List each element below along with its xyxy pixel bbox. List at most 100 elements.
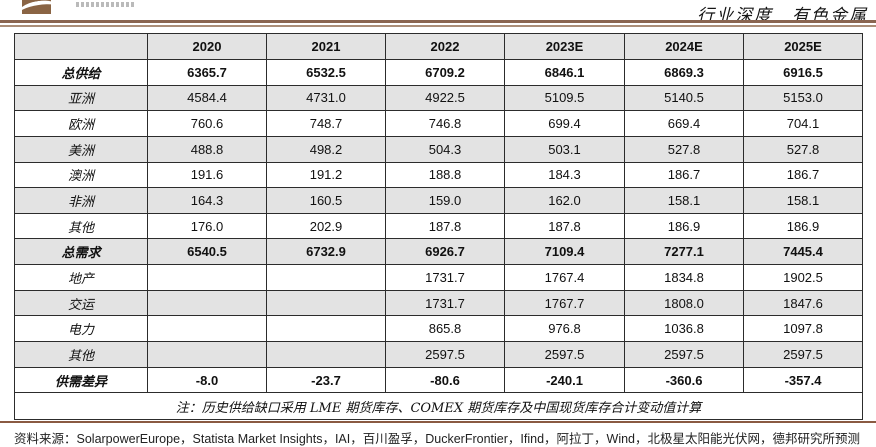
header-cell-year: 2022: [385, 33, 505, 60]
data-cell: 2597.5: [743, 341, 863, 368]
data-cell: 746.8: [385, 110, 505, 137]
row-label: 其他: [14, 341, 148, 368]
data-cell: 1767.4: [504, 264, 625, 291]
data-cell: 6926.7: [385, 238, 505, 266]
data-cell: 488.8: [147, 135, 267, 163]
row-label: 欧洲: [14, 110, 148, 137]
table-row: 其他 2597.5 2597.5 2597.5 2597.5: [14, 341, 863, 368]
data-cell: 4922.5: [385, 84, 505, 112]
data-cell: 5140.5: [624, 84, 744, 112]
header-cell-year: 2025E: [743, 33, 863, 60]
table-row: 地产 1731.7 1767.4 1834.8 1902.5: [14, 264, 863, 291]
data-cell: 187.8: [385, 212, 505, 240]
data-cell: 159.0: [385, 187, 505, 214]
data-cell: 162.0: [504, 187, 625, 214]
data-cell: 1902.5: [743, 264, 863, 291]
data-cell: 184.3: [504, 161, 625, 189]
data-cell: 176.0: [147, 212, 267, 240]
brand-logo-icon: [22, 0, 51, 14]
data-cell: 202.9: [266, 212, 386, 240]
data-cell: 1847.6: [743, 289, 863, 317]
data-cell: 2597.5: [385, 341, 505, 368]
data-cell: 7445.4: [743, 238, 863, 266]
data-cell: 704.1: [743, 110, 863, 137]
data-cell: 6869.3: [624, 59, 744, 86]
data-cell: [266, 315, 386, 343]
row-label: 总供给: [14, 59, 148, 86]
table-row: 美洲 488.8 498.2 504.3 503.1 527.8 527.8: [14, 135, 863, 163]
header-cell-blank: [14, 33, 148, 60]
data-cell: 186.9: [624, 212, 744, 240]
data-cell: 1834.8: [624, 264, 744, 291]
data-cell: 6916.5: [743, 59, 863, 86]
data-cell: -8.0: [147, 366, 267, 394]
data-source-line: 资料来源：SolarpowerEurope，Statista Market In…: [14, 432, 860, 446]
data-cell: -360.6: [624, 366, 744, 394]
data-cell: -240.1: [504, 366, 625, 394]
data-cell: 164.3: [147, 187, 267, 214]
data-cell: 158.1: [624, 187, 744, 214]
data-cell: 1036.8: [624, 315, 744, 343]
data-cell: -23.7: [266, 366, 386, 394]
row-label: 亚洲: [14, 84, 148, 112]
data-cell: 4731.0: [266, 84, 386, 112]
data-cell: 527.8: [624, 135, 744, 163]
data-cell: 527.8: [743, 135, 863, 163]
table-row: 电力 865.8 976.8 1036.8 1097.8: [14, 315, 863, 343]
footer-rule: [0, 421, 876, 423]
row-label: 澳洲: [14, 161, 148, 189]
data-cell: 191.6: [147, 161, 267, 189]
data-cell: 1731.7: [385, 264, 505, 291]
data-cell: 1097.8: [743, 315, 863, 343]
header-cell-year: 2024E: [624, 33, 744, 60]
data-cell: 669.4: [624, 110, 744, 137]
row-label: 美洲: [14, 135, 148, 163]
data-cell: 976.8: [504, 315, 625, 343]
data-cell: [147, 289, 267, 317]
data-cell: 191.2: [266, 161, 386, 189]
data-cell: 186.9: [743, 212, 863, 240]
data-cell: 865.8: [385, 315, 505, 343]
data-cell: 2597.5: [504, 341, 625, 368]
data-cell: 158.1: [743, 187, 863, 214]
data-cell: [147, 341, 267, 368]
data-cell: 699.4: [504, 110, 625, 137]
data-cell: [266, 341, 386, 368]
header-cell-year: 2021: [266, 33, 386, 60]
data-cell: 186.7: [743, 161, 863, 189]
row-label: 其他: [14, 212, 148, 240]
data-cell: 6846.1: [504, 59, 625, 86]
data-cell: 4584.4: [147, 84, 267, 112]
data-cell: 6365.7: [147, 59, 267, 86]
table-row: 交运 1731.7 1767.7 1808.0 1847.6: [14, 289, 863, 317]
table-row: 总需求 6540.5 6732.9 6926.7 7109.4 7277.1 7445.4: [14, 238, 863, 266]
table-row: 供需差异 -8.0 -23.7 -80.6 -240.1 -360.6 -357.4: [14, 366, 863, 394]
data-cell: 498.2: [266, 135, 386, 163]
data-cell: 760.6: [147, 110, 267, 137]
data-cell: 188.8: [385, 161, 505, 189]
data-cell: -80.6: [385, 366, 505, 394]
data-cell: 5109.5: [504, 84, 625, 112]
data-cell: [147, 264, 267, 291]
table-header-row: 2020 2021 2022 2023E 2024E 2025E: [14, 33, 863, 60]
table-row: 亚洲 4584.4 4731.0 4922.5 5109.5 5140.5 5153.0: [14, 84, 863, 112]
data-cell: 7277.1: [624, 238, 744, 266]
data-cell: 160.5: [266, 187, 386, 214]
row-label: 电力: [14, 315, 148, 343]
brand-rule-top: [0, 20, 876, 23]
data-cell: [147, 315, 267, 343]
data-cell: 7109.4: [504, 238, 625, 266]
table-row: 欧洲 760.6 748.7 746.8 699.4 669.4 704.1: [14, 110, 863, 137]
data-cell: 1808.0: [624, 289, 744, 317]
table-row: 澳洲 191.6 191.2 188.8 184.3 186.7 186.7: [14, 161, 863, 189]
data-cell: 5153.0: [743, 84, 863, 112]
data-cell: 186.7: [624, 161, 744, 189]
data-cell: [266, 264, 386, 291]
row-label: 供需差异: [14, 366, 148, 394]
table-note: 注：历史供给缺口采用 LME 期货库存、COMEX 期货库存及中国现货库存合计变…: [14, 392, 863, 421]
data-cell: 2597.5: [624, 341, 744, 368]
data-cell: 504.3: [385, 135, 505, 163]
header-cell-year: 2020: [147, 33, 267, 60]
data-cell: 1767.7: [504, 289, 625, 317]
brand-rule-bottom: [0, 25, 876, 27]
